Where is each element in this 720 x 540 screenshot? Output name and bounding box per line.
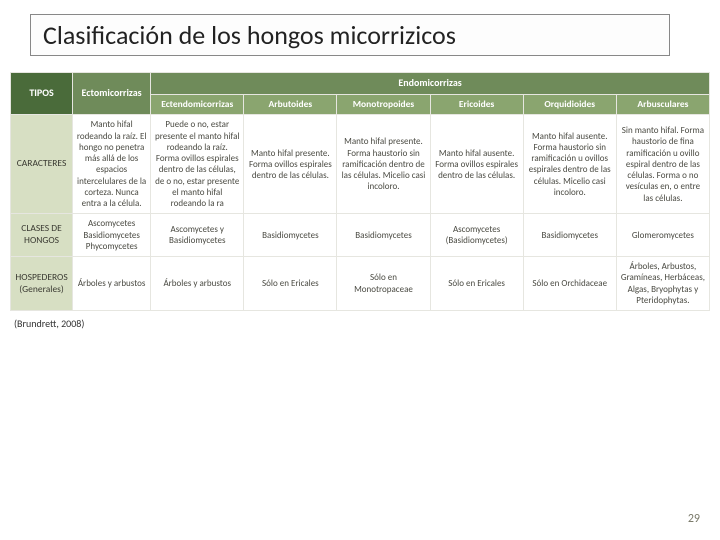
cell-hospederos-e6: Árboles, Arbustos, Gramíneas, Herbáceas,… <box>616 257 709 311</box>
cell-caracteres-e1: Puede o no, estar presente el manto hifa… <box>151 115 244 214</box>
cell-caracteres-ecto: Manto hifal rodeando la raíz. El hongo n… <box>73 115 151 214</box>
row-caracteres: CARACTERES Manto hifal rodeando la raíz.… <box>11 115 710 214</box>
rowlabel-hospederos: HOSPEDEROS (Generales) <box>11 257 73 311</box>
rowlabel-caracteres: CARACTERES <box>11 115 73 214</box>
cell-caracteres-e3: Manto hifal presente. Forma haustorio si… <box>337 115 430 214</box>
cell-caracteres-e2: Manto hifal presente. Forma ovillos espi… <box>244 115 337 214</box>
title-box: Clasificación de los hongos micorrizicos <box>30 14 670 56</box>
rowlabel-clases: CLASES DE HONGOS <box>11 214 73 257</box>
cell-hospederos-e4: Sólo en Ericales <box>430 257 523 311</box>
row-clases: CLASES DE HONGOS Ascomycetes Basidiomyce… <box>11 214 710 257</box>
cell-caracteres-e6: Sin manto hifal. Forma haustorio de fina… <box>616 115 709 214</box>
title-container: Clasificación de los hongos micorrizicos <box>0 0 720 64</box>
cell-clases-e5: Basidiomycetes <box>523 214 616 257</box>
header-endomicorrizas: Endomicorrizas <box>151 73 710 95</box>
header-ectendomicorrizas: Ectendomicorrizas <box>151 94 244 115</box>
cell-clases-e6: Glomeromycetes <box>616 214 709 257</box>
cell-caracteres-e4: Manto hifal ausente. Forma ovillos espir… <box>430 115 523 214</box>
cell-hospederos-e3: Sólo en Monotropaceae <box>337 257 430 311</box>
citation: (Brundrett, 2008) <box>0 311 720 330</box>
header-tipos: TIPOS <box>11 73 73 115</box>
header-arbutoides: Arbutoides <box>244 94 337 115</box>
page-title: Clasificación de los hongos micorrizicos <box>43 19 657 51</box>
page-number: 29 <box>688 512 700 526</box>
cell-hospederos-e1: Árboles y arbustos <box>151 257 244 311</box>
header-arbusculares: Arbusculares <box>616 94 709 115</box>
cell-hospederos-e2: Sólo en Ericales <box>244 257 337 311</box>
cell-caracteres-e5: Manto hifal ausente. Forma haustorio sin… <box>523 115 616 214</box>
header-row-1: TIPOS Ectomicorrizas Endomicorrizas <box>11 73 710 95</box>
classification-table-wrap: TIPOS Ectomicorrizas Endomicorrizas Ecte… <box>0 64 720 311</box>
cell-clases-e3: Basidiomycetes <box>337 214 430 257</box>
cell-clases-e4: Ascomycetes (Basidiomycetes) <box>430 214 523 257</box>
cell-clases-e2: Basidiomycetes <box>244 214 337 257</box>
header-ectomicorrizas: Ectomicorrizas <box>73 73 151 115</box>
cell-clases-e1: Ascomycetes y Basidiomycetes <box>151 214 244 257</box>
header-ericoides: Ericoides <box>430 94 523 115</box>
cell-clases-ecto: Ascomycetes Basidiomycetes Phycomycetes <box>73 214 151 257</box>
header-orquidioides: Orquidioides <box>523 94 616 115</box>
classification-table: TIPOS Ectomicorrizas Endomicorrizas Ecte… <box>10 72 710 311</box>
cell-hospederos-ecto: Árboles y arbustos <box>73 257 151 311</box>
row-hospederos: HOSPEDEROS (Generales) Árboles y arbusto… <box>11 257 710 311</box>
header-monotropoides: Monotropoides <box>337 94 430 115</box>
cell-hospederos-e5: Sólo en Orchidaceae <box>523 257 616 311</box>
